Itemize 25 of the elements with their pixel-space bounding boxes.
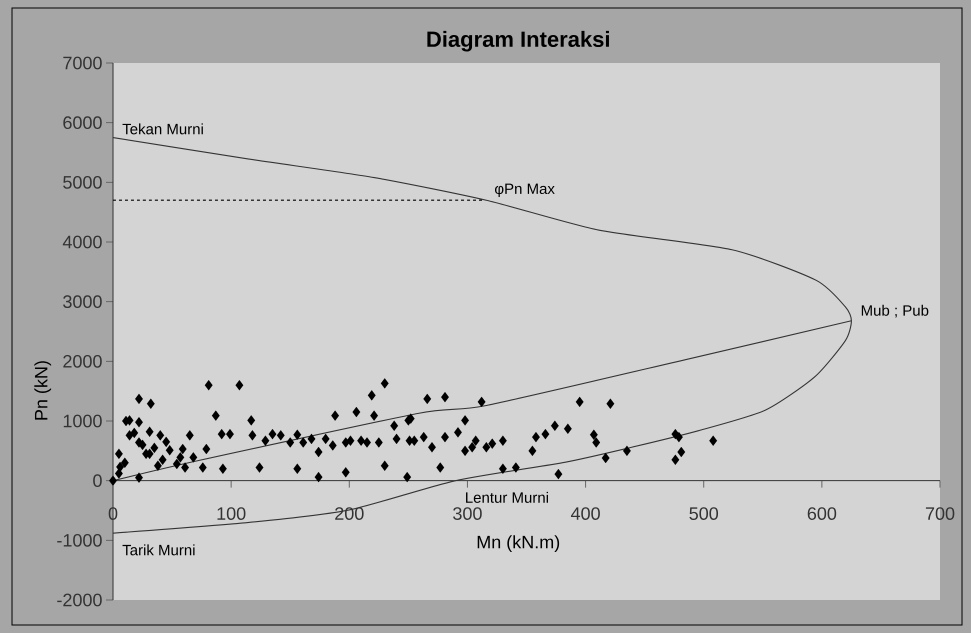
y-tick-label: -1000 (57, 534, 102, 547)
x-tick-label: 400 (570, 507, 600, 520)
annotation: Tarik Murni (122, 544, 195, 556)
y-axis-title: Pn (kN) (34, 361, 52, 420)
x-tick-label: 200 (335, 507, 364, 520)
annotation: Lentur Murni (466, 492, 548, 503)
y-tick-label: -2000 (57, 594, 102, 606)
y-tick-label: 3000 (63, 295, 102, 308)
x-tick-label: 600 (808, 507, 836, 520)
x-axis-title: Mn (kN.m) (478, 535, 560, 552)
y-tick-label: 2000 (63, 354, 102, 368)
y-tick-label: 5000 (63, 176, 102, 189)
chart-title: Diagram Interaksi (427, 30, 609, 52)
y-tick-label: 6000 (63, 116, 102, 130)
y-tick-label: 4000 (62, 236, 102, 248)
annotation: Mub ; Pub (862, 304, 928, 318)
annotation: φPn Max (494, 184, 555, 198)
x-tick-label: 100 (217, 507, 246, 520)
x-tick-label: 700 (926, 507, 954, 520)
x-tick-label: 500 (689, 507, 718, 520)
annotation: Tekan Murni (122, 123, 203, 134)
y-tick-label: 1000 (64, 414, 102, 428)
y-tick-label: 7000 (63, 56, 102, 70)
y-tick-label: 0 (93, 474, 102, 488)
x-tick-label: 300 (453, 507, 482, 520)
